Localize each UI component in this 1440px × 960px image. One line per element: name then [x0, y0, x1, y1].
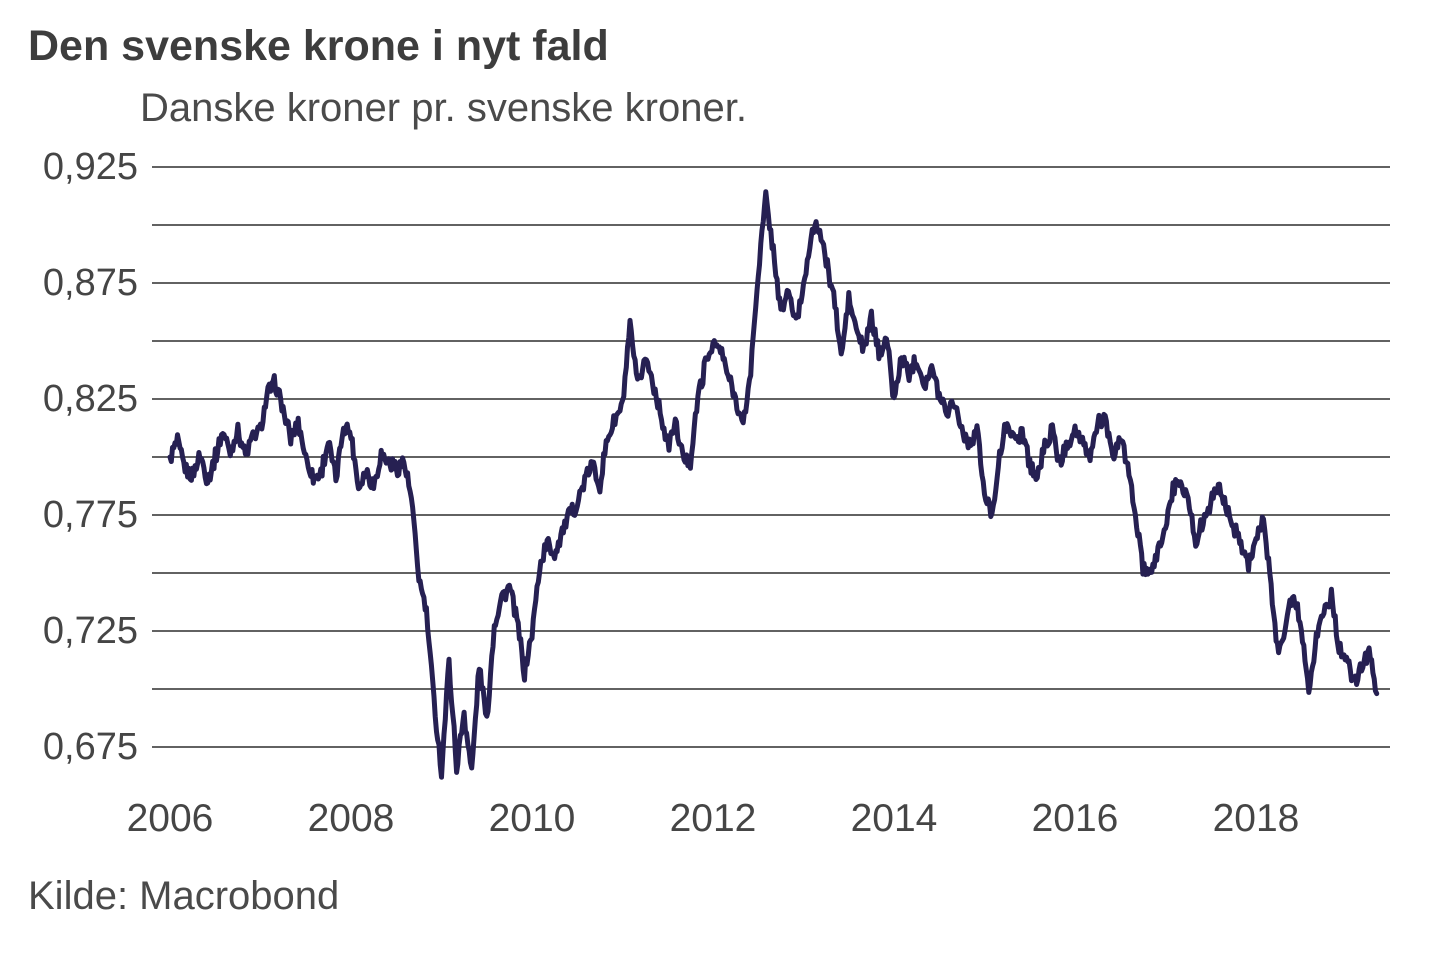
y-axis-tick-label: 0,825: [42, 378, 138, 420]
y-axis-tick-label: 0,925: [42, 146, 138, 188]
x-axis-tick-label: 2012: [669, 797, 757, 840]
y-axis-tick-label: 0,875: [42, 262, 138, 304]
x-axis-tick-label: 2008: [307, 797, 395, 840]
y-axis-tick-label: 0,675: [42, 726, 138, 768]
source-note: Kilde: Macrobond: [28, 874, 340, 918]
x-axis-tick-label: 2014: [850, 797, 938, 840]
x-axis-tick-label: 2018: [1212, 797, 1300, 840]
gridlines: [152, 166, 1390, 748]
x-axis-tick-label: 2016: [1031, 797, 1119, 840]
dkk-per-sek-line-series: [167, 189, 1380, 780]
x-axis-tick-label: 2006: [126, 797, 214, 840]
dkk-per-sek-line: [167, 189, 1380, 780]
y-axis-tick-label: 0,725: [42, 610, 138, 652]
chart-title: Den svenske krone i nyt fald: [28, 22, 609, 70]
y-axis-tick-label: 0,775: [42, 494, 138, 536]
x-axis-tick-label: 2010: [488, 797, 576, 840]
chart-subtitle: Danske kroner pr. svenske kroner.: [140, 86, 747, 130]
